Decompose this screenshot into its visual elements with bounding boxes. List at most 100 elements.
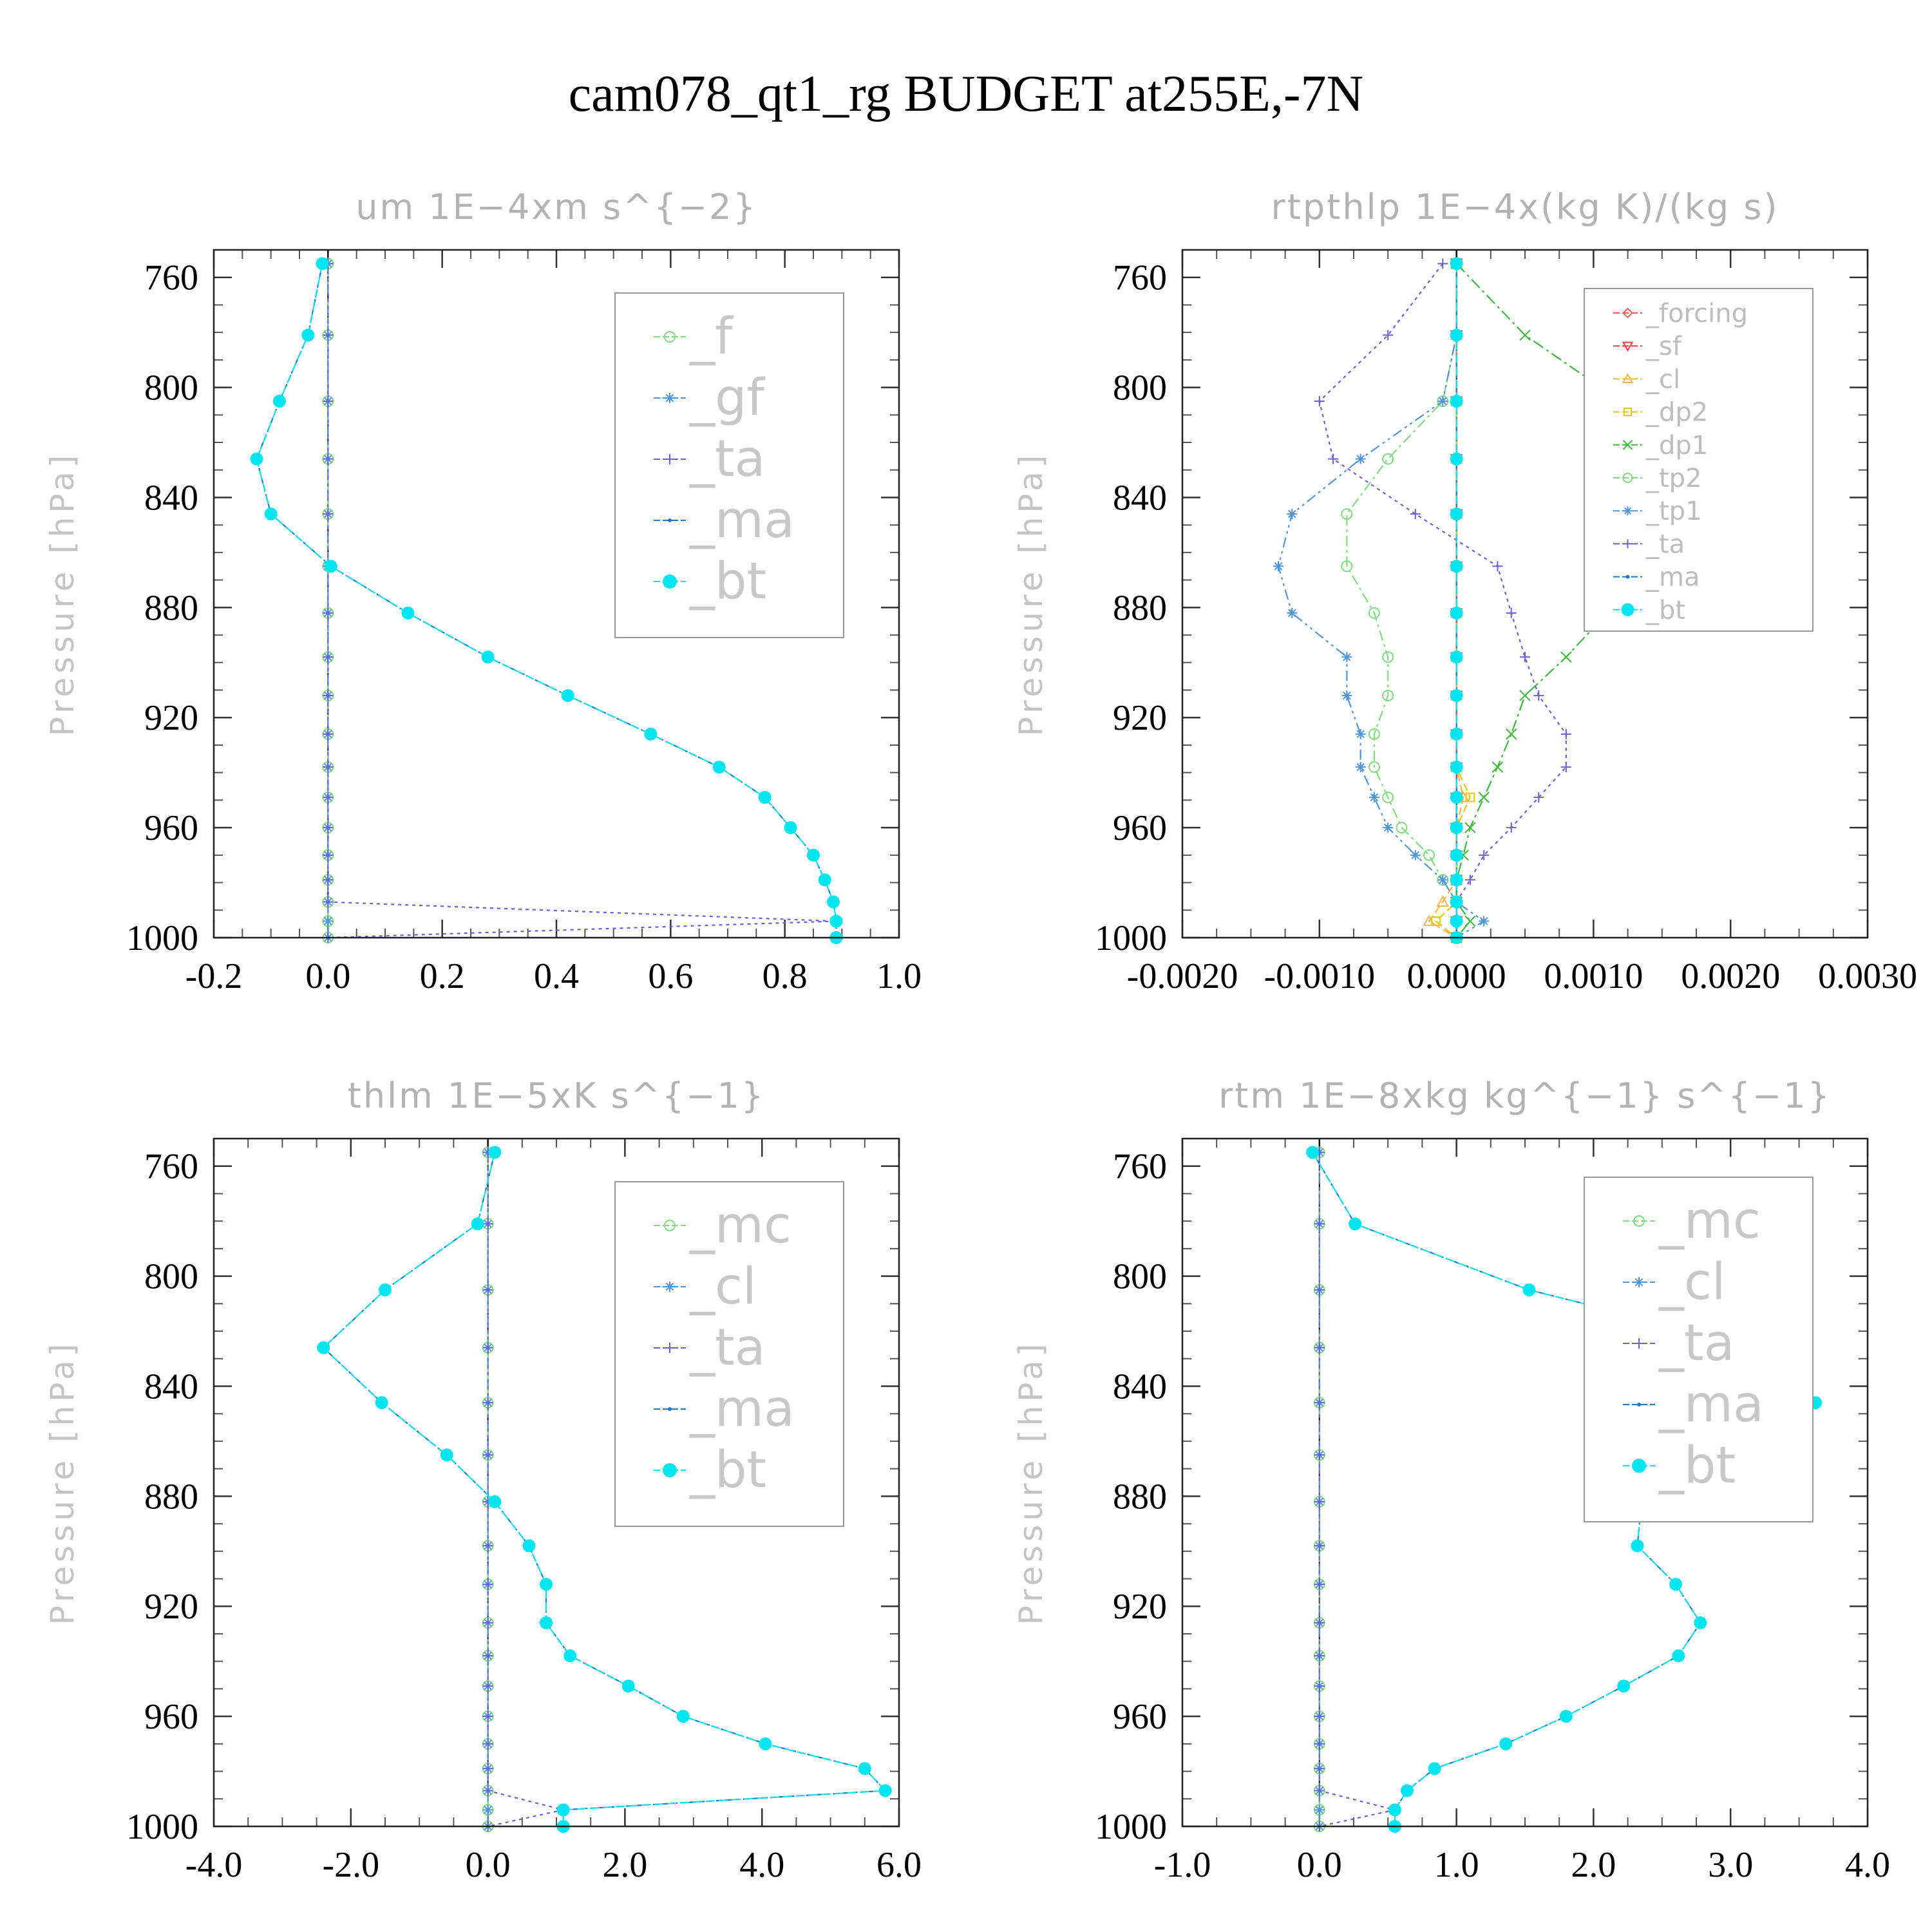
y-axis-label: Pressure [hPa]	[1012, 451, 1050, 737]
data-point	[784, 821, 797, 835]
legend-entry-label: _cl	[1658, 1253, 1726, 1311]
data-point	[323, 792, 334, 803]
legend-swatch-marker	[663, 1463, 677, 1477]
data-point	[1450, 650, 1463, 664]
data-point	[1560, 762, 1571, 773]
data-point	[1437, 395, 1448, 406]
data-point	[1382, 690, 1394, 702]
y-axis-label: Pressure [hPa]	[1012, 1340, 1050, 1625]
data-point	[482, 1651, 493, 1662]
y-tick-label: 960	[1113, 1697, 1167, 1737]
data-point	[564, 1649, 577, 1663]
data-point	[316, 257, 329, 270]
legend-entry-label: _tp2	[1645, 464, 1702, 493]
data-point	[1314, 395, 1325, 406]
data-point	[1450, 606, 1463, 620]
y-tick-label: 960	[144, 808, 198, 848]
legend-swatch-marker	[1623, 408, 1633, 417]
legend-swatch-marker	[668, 1407, 672, 1411]
legend-swatch-marker	[1634, 1277, 1644, 1287]
data-point	[1314, 1763, 1325, 1774]
x-tick-label: 0.0	[1297, 1845, 1342, 1885]
data-point	[1450, 452, 1463, 466]
series-line	[322, 1152, 887, 1826]
data-point	[482, 1397, 493, 1408]
x-tick-label: -2.0	[322, 1845, 379, 1885]
data-point	[1617, 1680, 1631, 1693]
series-line	[487, 1152, 564, 1828]
data-point	[301, 328, 315, 342]
panel-title: rtpthlp 1E−4x(kg K)/(kg s)	[1271, 187, 1779, 227]
legend-entry-label: _dp1	[1645, 431, 1708, 460]
data-point	[540, 1616, 553, 1629]
data-point	[1450, 689, 1463, 703]
series-cl	[1423, 257, 1470, 943]
data-point	[1465, 792, 1475, 802]
series-ta	[1314, 1147, 1400, 1832]
figure-title: cam078_qt1_rg BUDGET at255E,-7N	[569, 66, 1364, 122]
series-ta	[1314, 258, 1571, 943]
data-point	[818, 873, 831, 887]
data-point	[1341, 560, 1353, 573]
data-point	[272, 394, 286, 408]
y-tick-label: 760	[144, 1147, 198, 1187]
data-point	[1396, 822, 1408, 834]
legend-entry-label: _bt	[1658, 1437, 1736, 1495]
plot-frame	[1181, 1137, 1869, 1828]
series-line	[1428, 263, 1464, 938]
legend-box	[1584, 1177, 1814, 1522]
data-point	[1450, 328, 1463, 342]
data-point	[488, 1495, 502, 1508]
chart-panels: um 1E−4xm s^{−2} Pressure [hPa] 760 800 840 8…	[44, 187, 1917, 1885]
legend-swatch-marker	[1625, 574, 1630, 579]
series-bt	[1450, 257, 1463, 944]
data-point	[807, 848, 820, 862]
data-point	[482, 1540, 493, 1551]
y-tick-label: 760	[1113, 258, 1167, 298]
data-point	[676, 1710, 690, 1723]
y-tick-label: 760	[144, 258, 198, 298]
y-tick-label: 880	[144, 1477, 198, 1517]
plot-frame	[1181, 249, 1869, 939]
legend: _forcing _sf _cl _dp2 _dp1 _tp2 _tp1 _ta _ma _bt	[1584, 288, 1814, 632]
data-point	[323, 728, 334, 739]
data-point	[323, 875, 334, 886]
x-tick-label: 0.2	[420, 956, 465, 996]
chart-panel-3: thlm 1E−5xK s^{−1} Pressure [hPa] 760 800 84…	[44, 1075, 922, 1885]
data-point	[1479, 916, 1490, 927]
y-tick-label: 840	[1113, 1367, 1167, 1406]
data-point	[1492, 761, 1504, 773]
data-point	[1464, 915, 1476, 927]
legend-entry-label: _sf	[1645, 332, 1682, 361]
data-point	[482, 1218, 493, 1229]
legend-entry-label: _ma	[1658, 1376, 1764, 1434]
legend-swatch-marker	[668, 518, 672, 522]
data-point	[1383, 822, 1394, 833]
data-point	[482, 1804, 493, 1815]
data-point	[1314, 1617, 1325, 1628]
plot-frame	[213, 249, 900, 939]
data-point	[1314, 1496, 1325, 1507]
data-point	[1368, 607, 1380, 619]
data-point	[1478, 791, 1490, 803]
data-point	[1328, 453, 1339, 464]
data-point	[1560, 728, 1571, 739]
data-point	[1669, 1578, 1683, 1591]
data-point	[379, 1283, 392, 1296]
data-point	[1341, 508, 1353, 520]
data-point	[644, 727, 658, 741]
x-tick-label: 0.0	[466, 1845, 511, 1885]
data-point	[250, 452, 263, 466]
legend-swatch-marker	[665, 454, 675, 464]
legend-swatch-marker	[665, 1282, 675, 1292]
data-point	[1314, 1450, 1325, 1461]
data-point	[401, 606, 415, 620]
data-point	[482, 1579, 493, 1590]
x-tick-label: -1.0	[1154, 1845, 1211, 1885]
data-point	[1382, 791, 1394, 804]
legend-entry-label: _mc	[1658, 1192, 1761, 1250]
y-tick-label: 920	[1113, 698, 1167, 738]
x-tick-label: -0.2	[185, 956, 243, 996]
legend-entry-label: _ta	[689, 1319, 765, 1377]
